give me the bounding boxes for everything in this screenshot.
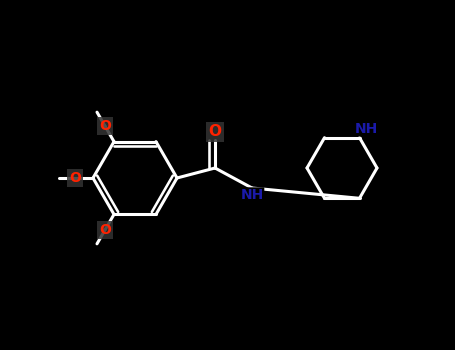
- Text: O: O: [99, 223, 111, 237]
- Text: O: O: [69, 171, 81, 185]
- Text: NH: NH: [355, 122, 378, 136]
- Text: O: O: [208, 125, 222, 140]
- Text: NH: NH: [240, 188, 263, 202]
- Text: O: O: [99, 119, 111, 133]
